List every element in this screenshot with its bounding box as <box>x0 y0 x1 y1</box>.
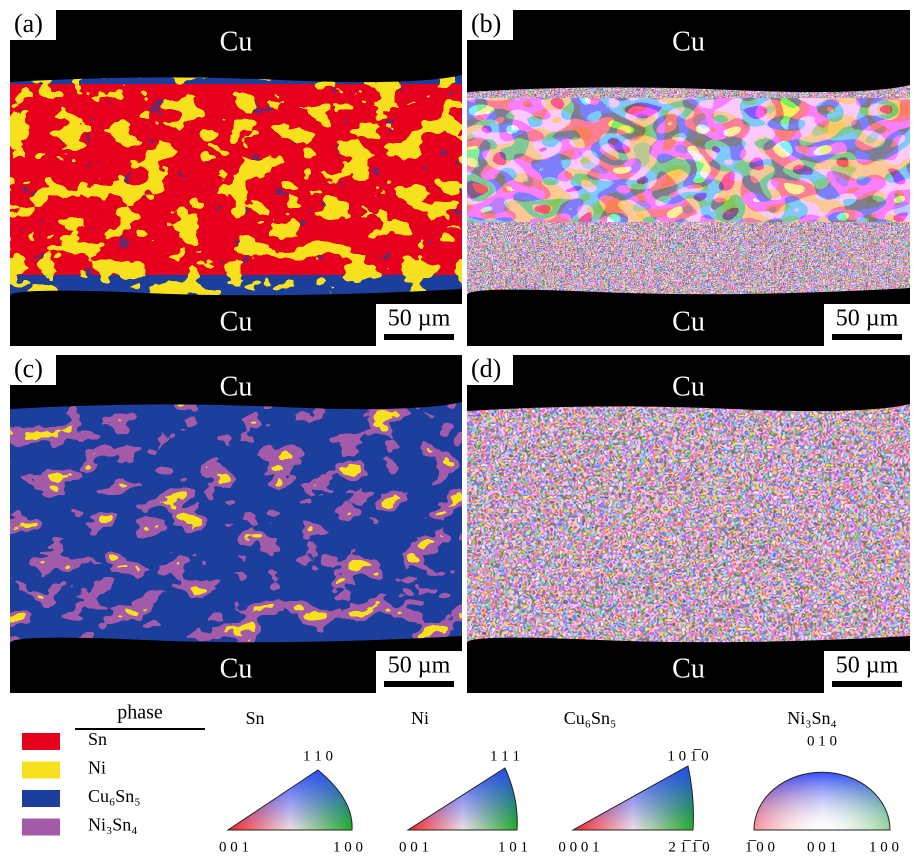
material-label: Cu <box>672 26 705 57</box>
ipf-key: Cu₆Sn₅ 0 0 0 1 1 0 1̅ 0 2 1̅ 1̅ 0 <box>558 708 709 855</box>
legend-label: Cu₆Sn₅ <box>88 786 141 806</box>
material-label: Cu <box>672 306 705 337</box>
ipf-corner: 0 0 1 <box>807 839 837 855</box>
material-label: Cu <box>672 653 705 684</box>
scale-bar <box>384 334 454 340</box>
panel-label: (c) <box>14 354 43 383</box>
ipf-corner: 2 1̅ 1̅ 0 <box>668 839 709 855</box>
panel: (b) Cu Cu 50 µm <box>467 9 910 346</box>
ipf-key: Ni 0 0 1 1 1 1 1 0 1 <box>399 708 528 855</box>
ipf-corner: 1 0 0 <box>869 839 899 855</box>
legend-swatch <box>22 762 60 779</box>
map <box>10 68 462 303</box>
ipf-corner: 1 0 1̅ 0 <box>667 748 708 764</box>
map <box>10 395 462 650</box>
scale-label: 50 µm <box>388 653 451 679</box>
ipf-corner: 1 1 0 <box>303 748 333 764</box>
scale-bar <box>384 681 454 687</box>
legend-swatch <box>22 790 60 807</box>
ipf-corner: 1 0 1 <box>498 839 528 855</box>
ipf-title: Ni₃Sn₄ <box>787 708 837 728</box>
ipf-corner: 0 0 0 1 <box>558 839 599 855</box>
scale-label: 50 µm <box>836 653 899 679</box>
panel: (c) Cu Cu 50 µm <box>10 354 462 693</box>
ipf-title: Ni <box>411 708 429 728</box>
scale-label: 50 µm <box>388 306 451 332</box>
legend-label: Ni <box>88 758 106 778</box>
legend-swatch <box>22 733 60 750</box>
panel: (a) Cu Cu 50 µm <box>10 9 462 346</box>
ipf-corner: 1̅ 0 0 <box>745 839 775 855</box>
material-label: Cu <box>220 26 253 57</box>
map <box>467 78 910 302</box>
scale-bar <box>832 681 902 687</box>
legend-label: Ni₃Sn₄ <box>88 815 138 835</box>
panel-label: (b) <box>471 9 501 38</box>
ipf-corner: 0 0 1 <box>399 839 429 855</box>
material-label: Cu <box>220 371 253 402</box>
legend-label: Sn <box>88 729 107 749</box>
panel: (d) Cu Cu 50 µm <box>467 354 910 693</box>
ipf-key: Ni₃Sn₄ 1̅ 0 0 0 1 0 0 0 1 1 0 0 <box>745 708 899 855</box>
legend-title: phase <box>117 702 163 724</box>
map <box>467 397 910 650</box>
figure: (a) Cu Cu 50 µm (b) Cu Cu 50 µm (c) Cu Cu 50 µm (d) C… <box>0 0 914 860</box>
legend-swatch <box>22 819 60 836</box>
ipf-title: Cu₆Sn₅ <box>564 708 617 728</box>
ipf-corner: 0 0 1 <box>219 839 249 855</box>
material-label: Cu <box>220 306 253 337</box>
ipf-corner: 1 0 0 <box>333 839 363 855</box>
scale-label: 50 µm <box>836 306 899 332</box>
ipf-corner: 0 1 0 <box>807 733 837 749</box>
ipf-key: Sn 0 0 1 1 1 0 1 0 0 <box>219 708 363 855</box>
scale-bar <box>832 334 902 340</box>
panel-label: (a) <box>14 9 43 38</box>
material-label: Cu <box>220 653 253 684</box>
panel-label: (d) <box>471 354 501 383</box>
ipf-title: Sn <box>245 708 264 728</box>
material-label: Cu <box>672 371 705 402</box>
ipf-corner: 1 1 1 <box>490 748 520 764</box>
